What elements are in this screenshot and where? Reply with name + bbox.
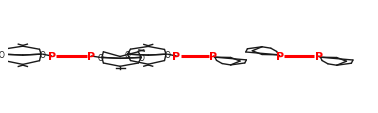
Text: P: P xyxy=(209,52,217,61)
Text: O: O xyxy=(0,50,5,59)
Text: O: O xyxy=(138,53,144,62)
Text: O: O xyxy=(40,50,45,59)
Text: O: O xyxy=(98,53,103,62)
Text: O: O xyxy=(164,50,170,59)
Text: P: P xyxy=(276,52,284,61)
Text: P: P xyxy=(315,52,323,61)
Text: P: P xyxy=(48,52,56,61)
Text: P: P xyxy=(87,52,95,61)
Text: P: P xyxy=(172,52,180,61)
Text: O: O xyxy=(125,50,130,59)
